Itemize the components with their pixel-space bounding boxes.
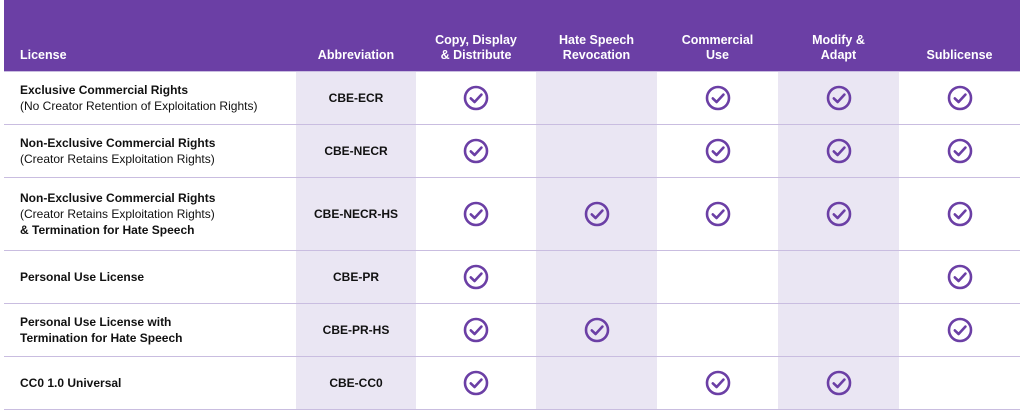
cell-commercial — [657, 356, 778, 410]
cell-modify — [778, 71, 899, 125]
cell-copy — [416, 124, 536, 178]
cell-commercial — [657, 177, 778, 251]
check-circle-icon — [584, 201, 610, 227]
header-hate-speech-revocation: Hate Speech Revocation — [536, 0, 657, 72]
check-circle-icon — [584, 317, 610, 343]
check-circle-icon — [947, 264, 973, 290]
check-circle-icon — [463, 138, 489, 164]
license-extra: & Termination for Hate Speech — [20, 223, 195, 237]
license-name-cell: Exclusive Commercial Rights (No Creator R… — [4, 71, 296, 125]
header-abbreviation: Abbreviation — [296, 0, 416, 72]
cell-commercial — [657, 250, 778, 304]
cell-copy — [416, 177, 536, 251]
cell-copy — [416, 356, 536, 410]
cell-copy — [416, 250, 536, 304]
check-circle-icon — [947, 201, 973, 227]
check-circle-icon — [705, 138, 731, 164]
abbreviation-cell: CBE-PR — [296, 250, 416, 304]
cell-modify — [778, 303, 899, 357]
cell-hate — [536, 303, 657, 357]
license-name-cell: Non-Exclusive Commercial Rights (Creator … — [4, 177, 296, 251]
license-title: Non-Exclusive Commercial Rights — [20, 136, 216, 150]
abbreviation-text: CBE-NECR-HS — [314, 207, 398, 221]
abbreviation-cell: CBE-PR-HS — [296, 303, 416, 357]
cell-sublicense — [899, 71, 1020, 125]
cell-sublicense — [899, 177, 1020, 251]
cell-modify — [778, 356, 899, 410]
table-row: Non-Exclusive Commercial Rights (Creator … — [4, 124, 1020, 178]
cell-modify — [778, 177, 899, 251]
check-circle-icon — [463, 264, 489, 290]
table-body: Exclusive Commercial Rights (No Creator R… — [4, 71, 1020, 410]
cell-copy — [416, 71, 536, 125]
table-row: Personal Use License CBE-PR — [4, 250, 1020, 304]
license-name-cell: Personal Use License with Termination for… — [4, 303, 296, 357]
license-title: Personal Use License with — [20, 315, 172, 329]
abbreviation-text: CBE-NECR — [324, 144, 388, 158]
abbreviation-text: CBE-CC0 — [329, 376, 383, 390]
header-modify-adapt: Modify & Adapt — [778, 0, 899, 72]
cell-sublicense — [899, 303, 1020, 357]
check-circle-icon — [947, 317, 973, 343]
check-circle-icon — [463, 201, 489, 227]
cell-hate — [536, 177, 657, 251]
cell-commercial — [657, 303, 778, 357]
check-circle-icon — [947, 85, 973, 111]
cell-sublicense — [899, 124, 1020, 178]
header-sublicense: Sublicense — [899, 0, 1020, 72]
cell-sublicense — [899, 356, 1020, 410]
cell-modify — [778, 250, 899, 304]
license-comparison-table: License Abbreviation Copy, Display & Dis… — [4, 0, 1020, 410]
license-table-container: License Abbreviation Copy, Display & Dis… — [4, 0, 1020, 410]
header-commercial-use: Commercial Use — [657, 0, 778, 72]
table-row: CC0 1.0 Universal CBE-CC0 — [4, 356, 1020, 410]
cell-copy — [416, 303, 536, 357]
check-circle-icon — [463, 317, 489, 343]
license-title: Personal Use License — [20, 270, 145, 284]
license-name-cell: Non-Exclusive Commercial Rights (Creator … — [4, 124, 296, 178]
license-title: Non-Exclusive Commercial Rights — [20, 191, 216, 205]
header-copy-display-distribute: Copy, Display & Distribute — [416, 0, 536, 72]
table-row: Personal Use License with Termination for… — [4, 303, 1020, 357]
check-circle-icon — [826, 85, 852, 111]
abbreviation-text: CBE-PR-HS — [322, 323, 390, 337]
abbreviation-cell: CBE-NECR-HS — [296, 177, 416, 251]
abbreviation-cell: CBE-CC0 — [296, 356, 416, 410]
cell-modify — [778, 124, 899, 178]
check-circle-icon — [947, 138, 973, 164]
check-circle-icon — [705, 201, 731, 227]
cell-commercial — [657, 124, 778, 178]
cell-commercial — [657, 71, 778, 125]
header-row: License Abbreviation Copy, Display & Dis… — [4, 0, 1020, 72]
check-circle-icon — [463, 370, 489, 396]
table-header: License Abbreviation Copy, Display & Dis… — [4, 0, 1020, 72]
cell-hate — [536, 250, 657, 304]
abbreviation-cell: CBE-NECR — [296, 124, 416, 178]
check-circle-icon — [826, 201, 852, 227]
abbreviation-text: CBE-ECR — [328, 91, 384, 105]
check-circle-icon — [705, 85, 731, 111]
check-circle-icon — [826, 138, 852, 164]
cell-hate — [536, 356, 657, 410]
cell-hate — [536, 71, 657, 125]
table-row: Non-Exclusive Commercial Rights (Creator … — [4, 177, 1020, 251]
cell-hate — [536, 124, 657, 178]
abbreviation-text: CBE-PR — [332, 270, 379, 284]
license-extra: Termination for Hate Speech — [20, 331, 183, 345]
abbreviation-cell: CBE-ECR — [296, 71, 416, 125]
license-name-cell: CC0 1.0 Universal — [4, 356, 296, 410]
cell-sublicense — [899, 250, 1020, 304]
header-license: License — [4, 0, 296, 72]
license-title: Exclusive Commercial Rights — [20, 83, 189, 97]
license-title: CC0 1.0 Universal — [20, 376, 122, 390]
check-circle-icon — [463, 85, 489, 111]
check-circle-icon — [826, 370, 852, 396]
table-row: Exclusive Commercial Rights (No Creator R… — [4, 71, 1020, 125]
license-subtitle: (Creator Retains Exploitation Rights) — [20, 152, 215, 166]
license-name-cell: Personal Use License — [4, 250, 296, 304]
check-circle-icon — [705, 370, 731, 396]
license-subtitle: (Creator Retains Exploitation Rights) — [20, 207, 215, 221]
license-subtitle: (No Creator Retention of Exploitation Ri… — [20, 99, 258, 113]
